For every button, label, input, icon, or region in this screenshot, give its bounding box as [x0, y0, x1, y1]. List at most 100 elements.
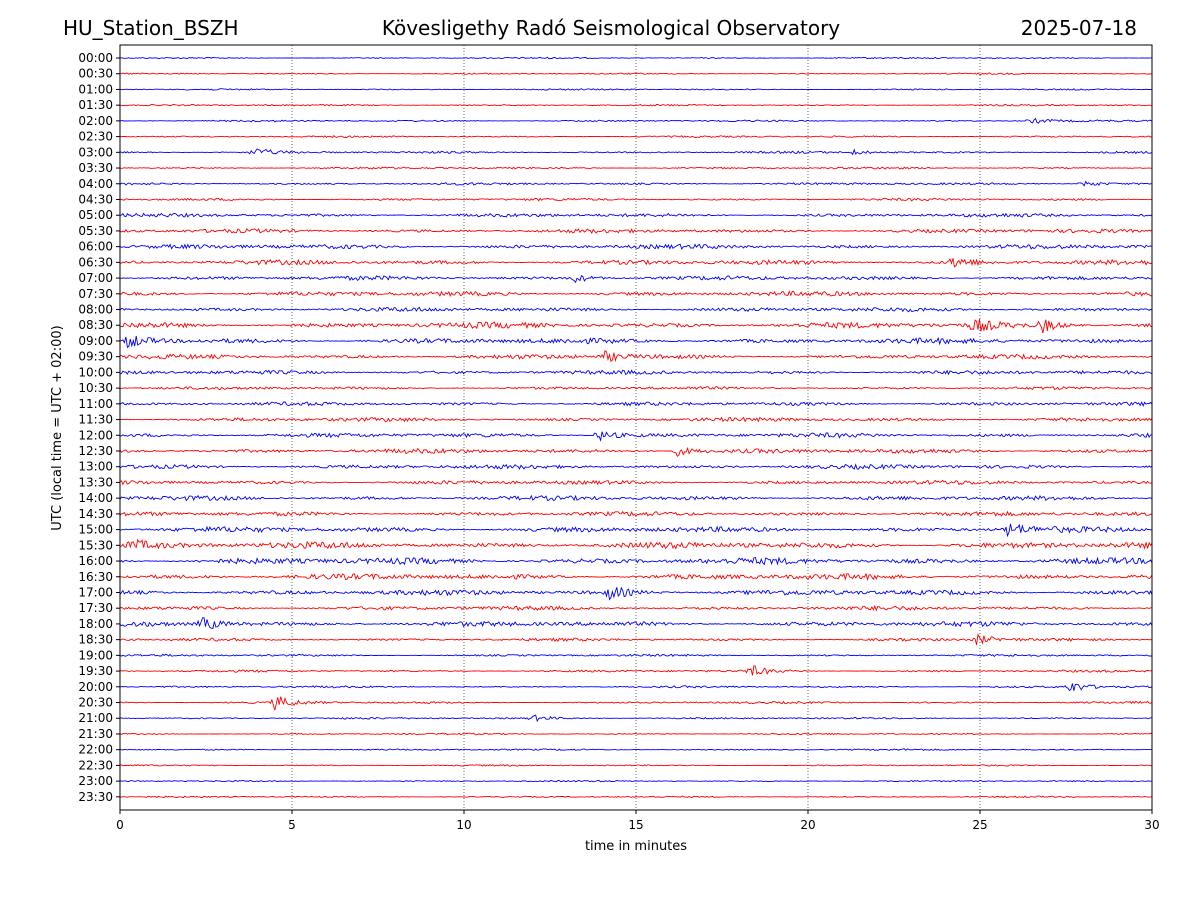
x-tick-label: 30 — [1144, 818, 1159, 832]
trace-row-1930 — [119, 665, 1153, 676]
y-tick-label: 15:00 — [78, 523, 113, 537]
x-tick-label: 5 — [288, 818, 296, 832]
trace-row-0330 — [119, 166, 1152, 170]
y-tick-label: 17:30 — [78, 601, 113, 615]
y-tick-label: 14:00 — [78, 491, 113, 505]
trace-row-2130 — [119, 732, 1153, 736]
trace-row-0700 — [119, 274, 1153, 284]
y-tick-label: 16:30 — [78, 570, 113, 584]
trace-row-1200 — [120, 431, 1153, 442]
trace-row-1830 — [119, 632, 1153, 646]
trace-row-1030 — [120, 386, 1153, 391]
y-tick-label: 12:30 — [78, 444, 113, 458]
y-tick-label: 22:00 — [78, 743, 113, 757]
trace-row-2000 — [119, 683, 1153, 692]
y-tick-label: 17:00 — [78, 585, 113, 599]
trace-row-2200 — [119, 748, 1152, 752]
y-tick-label: 03:30 — [78, 161, 113, 175]
plot-frame — [119, 44, 1153, 811]
trace-row-1630 — [119, 572, 1153, 582]
trace-row-1000 — [119, 369, 1153, 376]
trace-row-0600 — [119, 243, 1153, 250]
trace-row-2100 — [120, 714, 1152, 723]
trace-row-0300 — [119, 148, 1153, 156]
y-tick-label: 20:30 — [78, 696, 113, 710]
trace-row-1400 — [119, 494, 1153, 502]
y-tick-label: 05:00 — [78, 208, 113, 222]
trace-row-1800 — [119, 617, 1153, 630]
y-tick-label: 00:30 — [78, 67, 113, 81]
trace-row-2300 — [120, 779, 1152, 783]
vertical-gridlines — [291, 45, 981, 810]
y-tick-label: 04:00 — [78, 177, 113, 191]
y-tick-label: 04:30 — [78, 192, 113, 206]
y-tick-label: 19:30 — [78, 664, 113, 678]
y-tick-label: 02:30 — [78, 130, 113, 144]
trace-row-2030 — [119, 696, 1153, 711]
y-tick-label: 11:00 — [78, 397, 113, 411]
x-tick-label: 20 — [800, 818, 815, 832]
trace-row-1530 — [119, 538, 1153, 550]
trace-row-1500 — [119, 523, 1153, 538]
seismogram-traces — [119, 56, 1153, 799]
trace-row-0430 — [119, 197, 1153, 202]
y-tick-label: 06:30 — [78, 255, 113, 269]
y-tick-label: 18:00 — [78, 617, 113, 631]
trace-row-0530 — [119, 227, 1153, 234]
x-tick-label: 0 — [116, 818, 124, 832]
trace-row-0800 — [119, 306, 1153, 313]
y-tick-label: 05:30 — [78, 224, 113, 238]
chart-date: 2025-07-18 — [1021, 16, 1137, 40]
trace-row-0100 — [120, 88, 1153, 91]
y-tick-label: 16:00 — [78, 554, 113, 568]
y-tick-label: 13:00 — [78, 460, 113, 474]
x-tick-label: 10 — [456, 818, 471, 832]
trace-row-1230 — [119, 446, 1153, 457]
y-tick-label: 08:00 — [78, 303, 113, 317]
y-tick-label: 21:00 — [78, 711, 113, 725]
trace-row-2230 — [119, 764, 1153, 767]
trace-row-1100 — [119, 401, 1153, 407]
trace-row-0830 — [119, 318, 1153, 334]
trace-row-0930 — [119, 349, 1153, 363]
trace-row-0630 — [119, 258, 1153, 268]
trace-row-1130 — [119, 416, 1153, 423]
y-tick-label: 23:30 — [78, 790, 113, 804]
trace-row-0500 — [119, 212, 1153, 218]
trace-row-0200 — [119, 117, 1153, 124]
y-tick-label: 09:30 — [78, 350, 113, 364]
trace-row-1430 — [119, 510, 1153, 517]
trace-row-0000 — [119, 56, 1152, 60]
y-axis-label: UTC (local time = UTC + 02:00) — [50, 325, 65, 530]
trace-row-1700 — [119, 586, 1153, 601]
x-tick-label: 15 — [628, 818, 643, 832]
y-tick-label: 15:30 — [78, 538, 113, 552]
trace-row-2330 — [119, 795, 1152, 799]
y-tick-label: 11:30 — [78, 413, 113, 427]
trace-row-1600 — [119, 556, 1153, 566]
trace-row-1330 — [119, 479, 1153, 486]
x-tick-label: 25 — [972, 818, 987, 832]
y-tick-label: 20:00 — [78, 680, 113, 694]
trace-row-0130 — [119, 103, 1153, 107]
x-axis-label: time in minutes — [585, 839, 687, 854]
y-tick-label: 10:00 — [78, 365, 113, 379]
y-tick-label: 23:00 — [78, 774, 113, 788]
station-name: HU_Station_BSZH — [63, 16, 239, 40]
y-tick-label: 09:00 — [78, 334, 113, 348]
y-tick-label: 22:30 — [78, 758, 113, 772]
y-tick-label: 01:30 — [78, 98, 113, 112]
y-tick-label: 19:00 — [78, 648, 113, 662]
trace-row-0730 — [120, 290, 1153, 298]
trace-row-0030 — [120, 72, 1153, 75]
y-tick-label: 00:00 — [78, 51, 113, 65]
trace-row-0900 — [119, 335, 1153, 349]
y-tick-label: 21:30 — [78, 727, 113, 741]
y-tick-label: 06:00 — [78, 240, 113, 254]
y-tick-label: 02:00 — [78, 114, 113, 128]
y-tick-label: 18:30 — [78, 633, 113, 647]
y-tick-label: 10:30 — [78, 381, 113, 395]
y-tick-label: 13:30 — [78, 475, 113, 489]
